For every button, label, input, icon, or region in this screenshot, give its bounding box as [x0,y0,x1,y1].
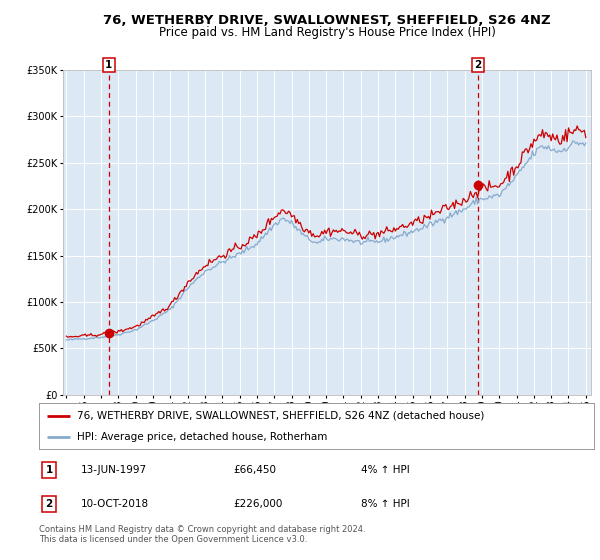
Text: 1: 1 [46,465,53,475]
Text: 2: 2 [475,60,482,70]
Text: 10-OCT-2018: 10-OCT-2018 [80,499,149,509]
Text: 76, WETHERBY DRIVE, SWALLOWNEST, SHEFFIELD, S26 4NZ: 76, WETHERBY DRIVE, SWALLOWNEST, SHEFFIE… [103,14,551,27]
Text: Price paid vs. HM Land Registry's House Price Index (HPI): Price paid vs. HM Land Registry's House … [158,26,496,39]
Text: £66,450: £66,450 [233,465,276,475]
Text: 8% ↑ HPI: 8% ↑ HPI [361,499,410,509]
Text: 1: 1 [105,60,113,70]
Text: HPI: Average price, detached house, Rotherham: HPI: Average price, detached house, Roth… [77,432,327,442]
Text: 4% ↑ HPI: 4% ↑ HPI [361,465,410,475]
Text: 13-JUN-1997: 13-JUN-1997 [80,465,147,475]
Text: £226,000: £226,000 [233,499,283,509]
Text: 2: 2 [46,499,53,509]
Text: 76, WETHERBY DRIVE, SWALLOWNEST, SHEFFIELD, S26 4NZ (detached house): 76, WETHERBY DRIVE, SWALLOWNEST, SHEFFIE… [77,410,484,421]
Text: Contains HM Land Registry data © Crown copyright and database right 2024.
This d: Contains HM Land Registry data © Crown c… [39,525,365,544]
